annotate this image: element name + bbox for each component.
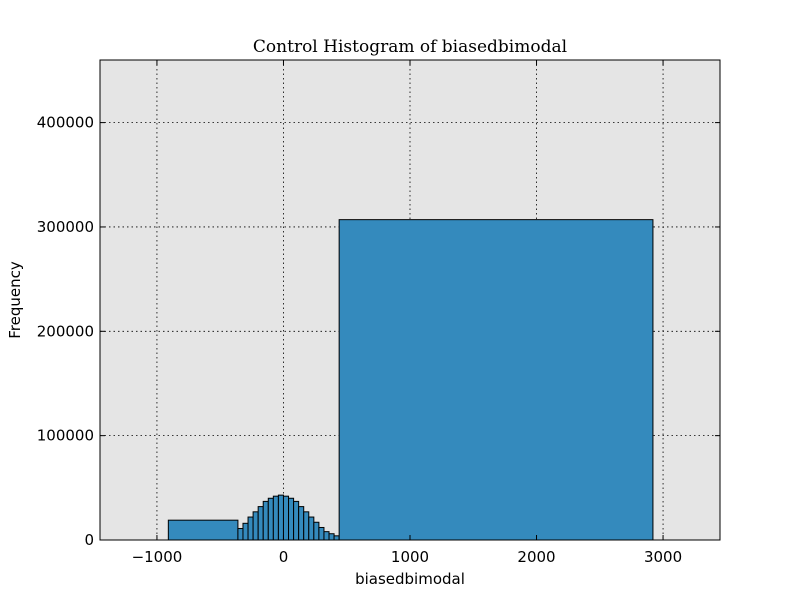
- histogram-bar: [333, 535, 340, 541]
- histogram-bar: [237, 528, 244, 541]
- y-tick-labels: 0 100000 200000 300000 400000: [37, 114, 94, 549]
- histogram-bar: [323, 531, 330, 541]
- histogram-bar: [288, 497, 295, 541]
- histogram-bar: [318, 526, 325, 541]
- histogram-bar: [272, 495, 279, 541]
- x-tick-label: 2000: [517, 548, 555, 566]
- y-tick-label: 400000: [37, 114, 94, 132]
- histogram-bar: [338, 219, 654, 541]
- histogram-bar: [167, 519, 239, 541]
- y-tick-label: 0: [84, 531, 94, 549]
- x-tick-label: −1000: [132, 548, 183, 566]
- histogram-bar: [298, 506, 305, 541]
- axis-ticks: [100, 60, 720, 541]
- histogram-bar: [303, 511, 310, 541]
- histogram-bar: [262, 500, 269, 541]
- histogram-bar: [277, 494, 284, 541]
- histogram-bar: [313, 521, 320, 541]
- histogram-bar: [282, 495, 290, 541]
- histogram-bar: [308, 516, 315, 541]
- histogram-bar: [293, 500, 300, 541]
- histogram-bar: [252, 511, 259, 541]
- histogram-bar: [242, 522, 249, 541]
- x-tick-labels: −1000 0 1000 2000 3000: [132, 548, 683, 566]
- y-tick-label: 200000: [37, 322, 94, 340]
- x-tick-label: 3000: [644, 548, 682, 566]
- histogram-bar: [328, 533, 335, 541]
- y-tick-label: 300000: [37, 218, 94, 236]
- bars: [167, 219, 654, 541]
- y-tick-label: 100000: [37, 427, 94, 445]
- histogram-bar: [267, 497, 274, 541]
- histogram-bar: [247, 516, 254, 541]
- x-tick-label: 1000: [391, 548, 429, 566]
- x-axis-label: biasedbimodal: [355, 570, 465, 588]
- x-tick-label: 0: [279, 548, 289, 566]
- chart-title: Control Histogram of biasedbimodal: [253, 37, 567, 57]
- y-axis-label: Frequency: [6, 261, 24, 339]
- histogram-bar: [257, 506, 264, 541]
